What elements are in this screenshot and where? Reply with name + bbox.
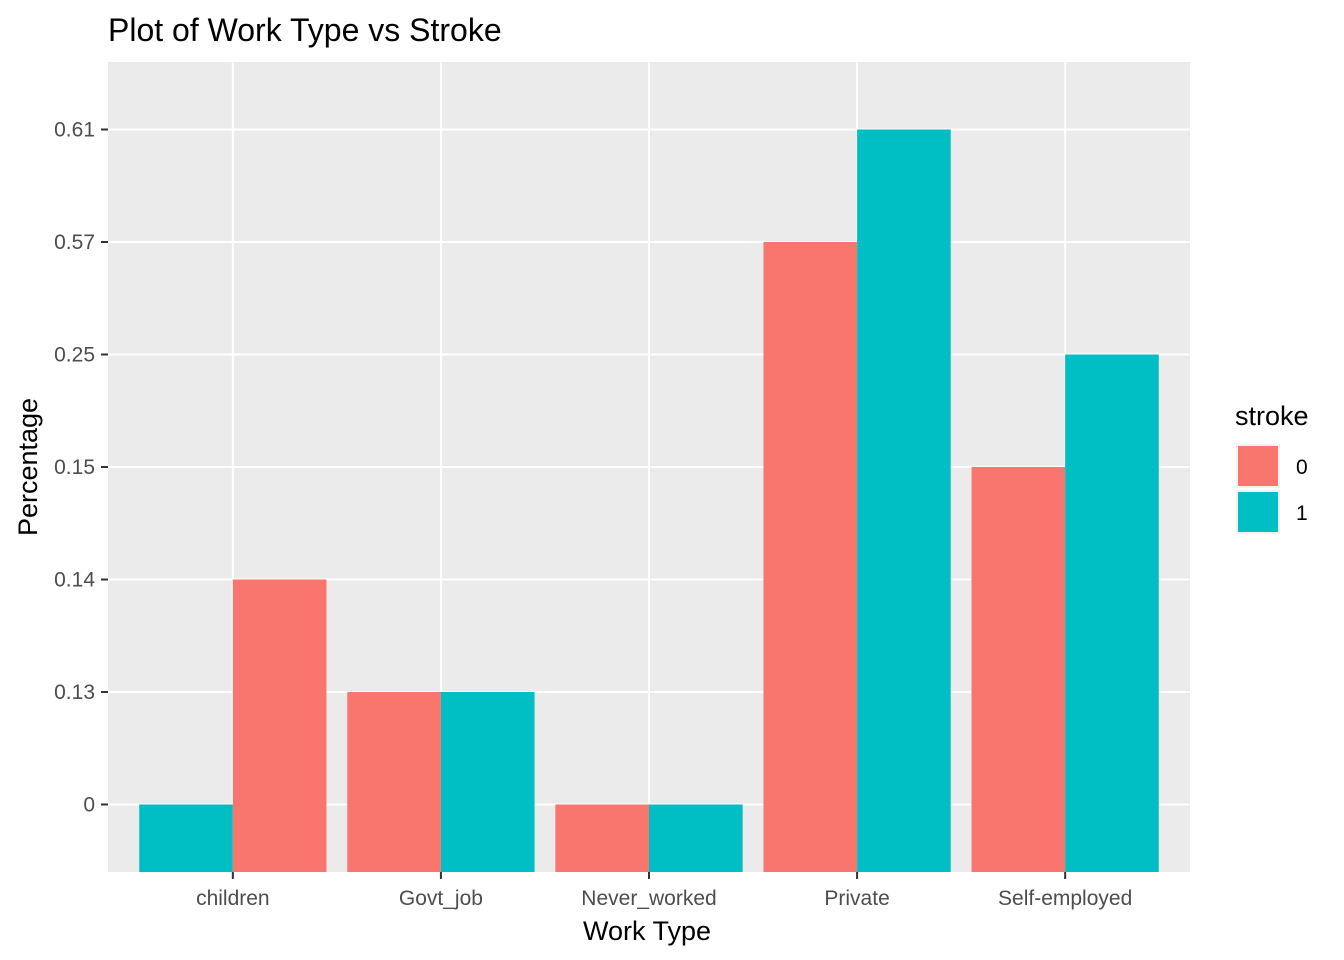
- y-tick-label: 0.13: [54, 681, 95, 704]
- legend-swatch-0: [1238, 446, 1278, 486]
- y-tick-label: 0.25: [54, 344, 95, 367]
- bar-Never_worked-stroke-0: [555, 804, 649, 872]
- legend-title: stroke: [1235, 401, 1309, 431]
- y-tick-label: 0.14: [54, 569, 95, 592]
- legend-label-0: 0: [1296, 456, 1308, 479]
- x-tick-label: children: [196, 887, 270, 910]
- y-tick-label: 0.61: [54, 119, 95, 142]
- bar-children-stroke-1: [139, 804, 233, 872]
- y-tick-label: 0: [83, 794, 95, 817]
- bar-Private-stroke-0: [763, 242, 858, 872]
- bar-Govt_job-stroke-0: [347, 692, 441, 872]
- x-tick-label: Govt_job: [399, 887, 483, 910]
- x-tick-label: Never_worked: [581, 887, 716, 910]
- bar-Self-employed-stroke-0: [971, 467, 1066, 872]
- y-axis-ticks: 0 0.13 0.14 0.15 0.25 0.57 0.61: [54, 119, 108, 817]
- y-tick-label: 0.57: [54, 231, 95, 254]
- bar-Self-employed-stroke-1: [1065, 354, 1159, 872]
- x-tick-label: Private: [824, 887, 889, 910]
- legend-label-1: 1: [1296, 502, 1308, 525]
- chart-title: Plot of Work Type vs Stroke: [108, 12, 502, 48]
- bar-children-stroke-0: [232, 579, 327, 872]
- bars: [139, 129, 1159, 872]
- x-tick-label: Self-employed: [998, 887, 1132, 910]
- bar-Govt_job-stroke-1: [440, 692, 535, 872]
- x-axis-title: Work Type: [583, 916, 711, 946]
- legend: stroke 0 1: [1235, 401, 1309, 534]
- y-axis-title: Percentage: [13, 398, 43, 536]
- y-tick-label: 0.15: [54, 456, 95, 479]
- x-axis-ticks: children Govt_job Never_worked Private Self-…: [196, 872, 1132, 910]
- bar-Private-stroke-1: [857, 129, 951, 872]
- bar-Never_worked-stroke-1: [649, 804, 743, 872]
- legend-swatch-1: [1238, 492, 1278, 532]
